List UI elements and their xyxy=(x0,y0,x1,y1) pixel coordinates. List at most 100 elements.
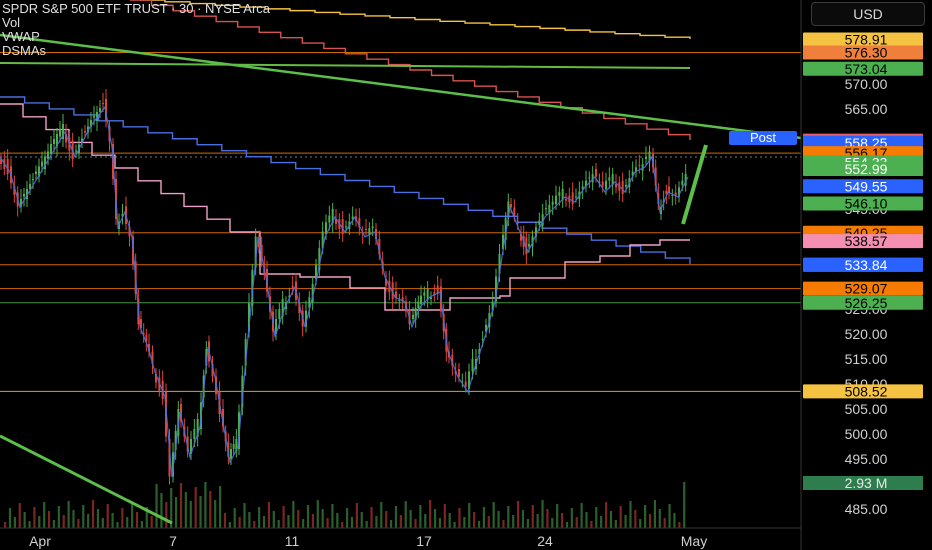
volume-bar xyxy=(47,511,51,528)
price-label-box xyxy=(803,45,923,60)
candle-body xyxy=(81,138,83,142)
volume-bar xyxy=(380,502,383,528)
trendline-projection xyxy=(681,144,708,225)
volume-bar xyxy=(404,501,407,528)
candle-body xyxy=(684,174,687,186)
candle-body xyxy=(298,302,301,314)
y-tick-label: 505.00 xyxy=(845,401,888,417)
volume-bar xyxy=(135,512,139,528)
trendline-lower xyxy=(0,434,173,525)
candle-body xyxy=(513,207,516,216)
candle-body xyxy=(174,430,177,450)
trendline-upper xyxy=(0,33,802,140)
volume-bar xyxy=(341,522,344,528)
candle-body xyxy=(278,309,281,319)
volume-bar xyxy=(82,505,85,528)
price-label-box xyxy=(803,234,923,249)
candle-body xyxy=(335,219,337,224)
candle-body xyxy=(325,222,327,234)
volume-bar xyxy=(43,502,46,528)
candle-body xyxy=(671,194,674,196)
price-label-text: 526.25 xyxy=(845,295,888,311)
candle-body xyxy=(541,214,544,226)
candle-body xyxy=(368,228,371,235)
volume-bar xyxy=(570,508,573,528)
candle-body xyxy=(504,218,507,240)
x-tick-label: Apr xyxy=(29,533,51,549)
candle-body xyxy=(211,364,214,377)
candle-body xyxy=(648,151,651,162)
price-label-text: 576.30 xyxy=(845,45,888,61)
candle-body xyxy=(420,295,422,304)
volume-bar xyxy=(355,503,358,528)
volume-bar xyxy=(77,519,80,528)
volume-bar xyxy=(580,503,583,528)
candle-body xyxy=(401,297,404,302)
step-line-pink-b xyxy=(230,231,690,311)
dsma-step-lines xyxy=(0,0,691,311)
volume-bar xyxy=(648,514,652,528)
currency-button[interactable]: USD xyxy=(811,2,925,26)
volume-bar xyxy=(541,500,544,528)
volume-bar xyxy=(33,507,36,528)
volume-bar xyxy=(634,510,637,528)
candle-body xyxy=(414,308,417,320)
candle-body xyxy=(615,184,617,188)
candle-body xyxy=(571,192,574,204)
volume-bar xyxy=(639,519,642,528)
candle-body xyxy=(318,248,321,270)
candle-body xyxy=(235,439,238,452)
step-line-pink-a xyxy=(0,103,231,232)
price-label-text: 578.91 xyxy=(845,31,888,47)
candle-body xyxy=(641,164,644,171)
candle-body xyxy=(151,351,154,364)
volume-bar xyxy=(477,521,481,528)
volume-bar xyxy=(62,515,65,528)
volume-bar xyxy=(604,502,608,528)
volume-bar xyxy=(258,507,261,528)
y-tick-label: 495.00 xyxy=(845,451,888,467)
price-label-box xyxy=(803,179,923,194)
volume-bar xyxy=(463,517,466,528)
candle-body xyxy=(588,177,591,179)
candle-body xyxy=(230,449,232,459)
volume-bar xyxy=(277,520,280,528)
volume-bar xyxy=(663,518,666,528)
candle-body xyxy=(498,254,501,274)
volume-bar xyxy=(311,514,314,528)
candle-body xyxy=(555,195,557,204)
indicator-vwap[interactable]: VWAP xyxy=(2,29,40,44)
x-axis-ticks[interactable]: Apr 7 11 17 24 May xyxy=(29,533,707,549)
volume-bar xyxy=(160,493,163,528)
candle-body xyxy=(90,120,92,127)
volume-bar xyxy=(52,520,56,528)
candle-body xyxy=(315,264,317,279)
volume-label-box xyxy=(803,476,923,490)
price-label-text: 549.55 xyxy=(845,178,888,194)
volume-bar xyxy=(668,504,671,528)
volume-bar xyxy=(13,517,16,528)
candle-body xyxy=(678,187,680,197)
volume-bar xyxy=(218,486,222,528)
volume-bar xyxy=(297,510,300,528)
volume-bar xyxy=(184,492,187,528)
candle-body xyxy=(436,285,439,294)
candle-body xyxy=(598,181,601,183)
symbol-title[interactable]: SPDR S&P 500 ETF TRUST · 30 · NYSE Arca xyxy=(2,1,271,16)
volume-bar xyxy=(565,522,569,528)
candle-body xyxy=(581,186,584,189)
indicator-vol[interactable]: Vol xyxy=(2,15,21,30)
volume-bar xyxy=(619,506,622,528)
candle-body xyxy=(13,185,16,195)
candle-body xyxy=(395,291,397,299)
candle-body xyxy=(507,201,510,219)
y-tick-label: 515.00 xyxy=(845,351,888,367)
trendlines[interactable] xyxy=(0,33,802,525)
candle-body xyxy=(668,186,670,194)
volume-bar xyxy=(111,513,114,528)
candle-body xyxy=(128,226,131,237)
volume-bar xyxy=(87,514,90,528)
indicator-dsmas[interactable]: DSMAs xyxy=(2,43,47,58)
candle-body xyxy=(41,161,43,167)
